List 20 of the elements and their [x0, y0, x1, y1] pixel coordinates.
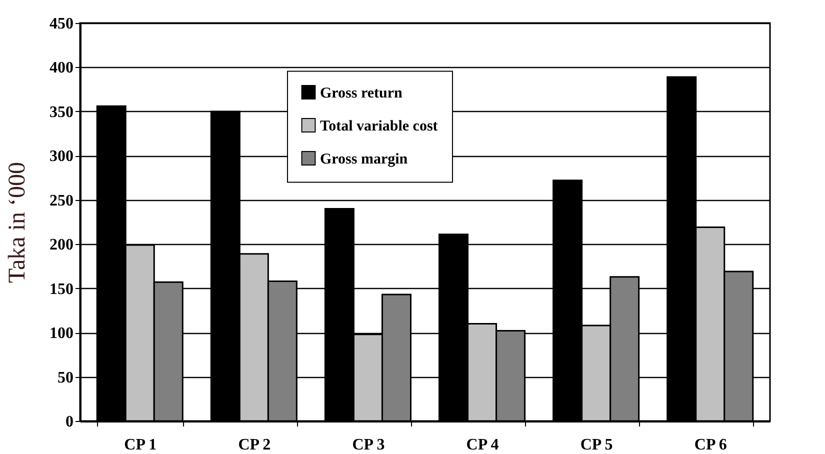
- y-tick-label: 200: [50, 236, 74, 254]
- x-tick-label: CP 2: [238, 436, 271, 454]
- x-tick-label: CP 4: [466, 436, 499, 454]
- y-tick-label: 400: [50, 60, 74, 77]
- x-tick-label: CP 1: [124, 436, 157, 454]
- y-tick-label: 50: [58, 369, 74, 386]
- y-tick-label: 0: [66, 414, 74, 430]
- y-tick-label: 450: [50, 16, 74, 32]
- x-tick-label: CP 5: [580, 436, 613, 454]
- legend-label: Total variable cost: [320, 118, 438, 134]
- y-tick-label: 250: [50, 192, 74, 210]
- y-tick-label: 100: [50, 325, 74, 342]
- y-tick-label: 150: [50, 280, 74, 298]
- legend-label: Gross return: [320, 85, 404, 102]
- y-axis-title: Taka in ‘000: [4, 162, 30, 283]
- x-tick-label: CP 6: [694, 436, 727, 454]
- x-tick-label: CP 3: [352, 436, 385, 454]
- y-tick-label: 300: [50, 148, 74, 166]
- legend-label: Gross margin: [320, 151, 408, 168]
- y-tick-label: 350: [50, 104, 74, 121]
